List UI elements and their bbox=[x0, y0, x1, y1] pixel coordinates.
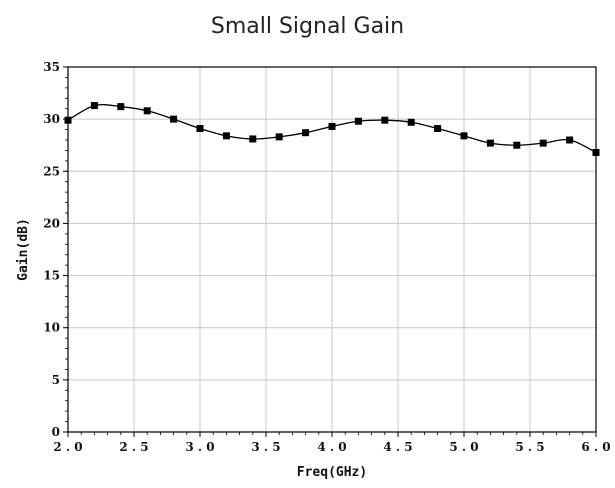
y-tick-label: 15 bbox=[43, 269, 60, 283]
data-point bbox=[196, 125, 204, 133]
data-point bbox=[539, 139, 547, 147]
x-tick-label: 4 . 5 bbox=[383, 440, 412, 454]
data-point bbox=[328, 122, 336, 130]
x-tick-label: 5 . 5 bbox=[515, 440, 544, 454]
x-tick-label: 4 . 0 bbox=[317, 440, 346, 454]
y-tick-label: 25 bbox=[43, 164, 60, 178]
y-axis-label: Gain(dB) bbox=[16, 218, 31, 281]
y-tick-label: 0 bbox=[52, 425, 60, 439]
x-axis-label: Freq(GHz) bbox=[297, 465, 367, 480]
x-tick-label: 3 . 0 bbox=[185, 440, 214, 454]
x-tick-label: 3 . 5 bbox=[251, 440, 280, 454]
data-point bbox=[249, 135, 257, 143]
chart-title: Small Signal Gain bbox=[210, 14, 405, 39]
data-point bbox=[354, 117, 362, 125]
y-tick-label: 20 bbox=[43, 216, 60, 230]
tick-layer: 2 . 0 2 . 5 3 . 0 3 . 5 4 . 0 4 . 5 5 . 0 5 . 5… bbox=[43, 60, 610, 454]
data-point bbox=[434, 125, 442, 133]
y-tick-label: 35 bbox=[43, 60, 60, 74]
data-point bbox=[275, 133, 283, 141]
y-tick-label: 5 bbox=[52, 373, 60, 387]
data-point bbox=[302, 129, 310, 137]
series-layer bbox=[64, 102, 600, 157]
data-point bbox=[486, 139, 494, 147]
y-tick-label: 10 bbox=[43, 321, 60, 335]
data-point bbox=[222, 132, 230, 140]
data-point bbox=[143, 107, 151, 115]
x-tick-label: 2 . 5 bbox=[119, 440, 148, 454]
x-tick-label: 5 . 0 bbox=[449, 440, 478, 454]
data-point bbox=[460, 132, 468, 140]
data-point bbox=[117, 103, 125, 111]
x-tick-label: 2 . 0 bbox=[53, 440, 82, 454]
data-point bbox=[64, 116, 72, 124]
data-point bbox=[592, 149, 600, 157]
grid-layer bbox=[68, 67, 596, 432]
data-point bbox=[407, 118, 415, 126]
y-tick-label: 30 bbox=[43, 112, 60, 126]
data-point bbox=[170, 115, 178, 123]
data-point bbox=[566, 136, 574, 144]
data-point bbox=[90, 102, 98, 110]
data-point bbox=[381, 116, 389, 124]
data-point bbox=[513, 141, 521, 149]
x-tick-label: 6 . 0 bbox=[581, 440, 610, 454]
